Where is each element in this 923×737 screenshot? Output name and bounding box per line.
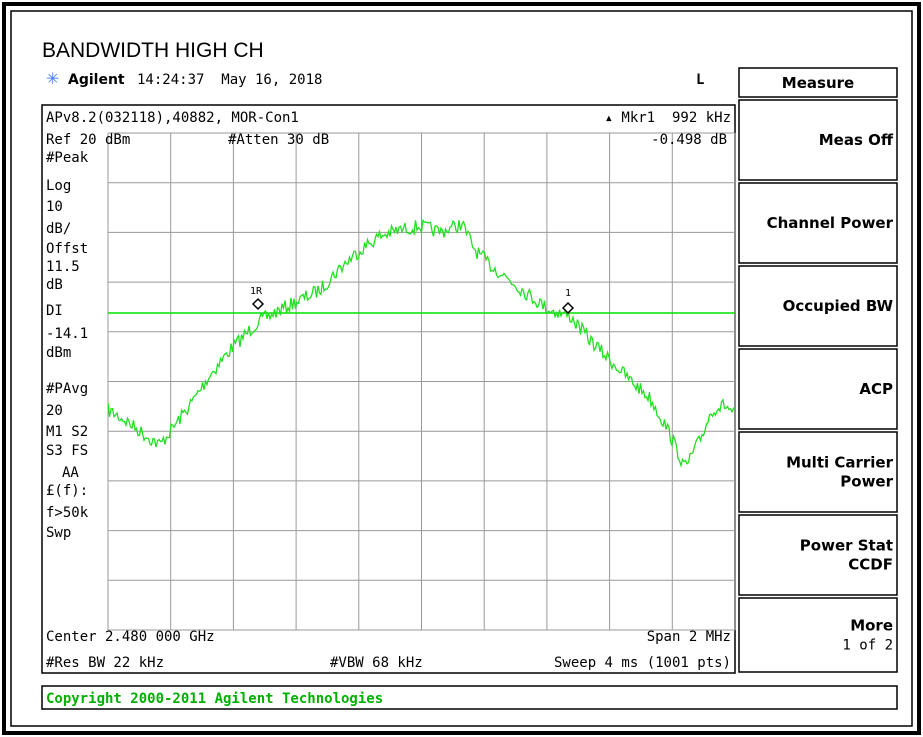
- res-bw: #Res BW 22 kHz: [46, 655, 164, 671]
- softkey-label: Channel Power: [767, 214, 894, 232]
- softkey-frame: [738, 265, 898, 347]
- marker-readout: ▴ Mkr1 992 kHz: [605, 110, 731, 126]
- softkey-label: ACP: [859, 380, 893, 398]
- annotation-label: S3 FS: [46, 443, 88, 459]
- timestamp: 14:24:37 May 16, 2018: [137, 72, 322, 88]
- span: Span 2 MHz: [647, 629, 731, 645]
- annotation-label: Log: [46, 178, 71, 194]
- softkey-frame: [738, 514, 898, 596]
- sweep: Sweep 4 ms (1001 pts): [554, 655, 731, 671]
- softkey-label: Occupied BW: [783, 297, 894, 315]
- logo-icon: ✳: [46, 69, 59, 88]
- softkey-frame: [738, 182, 898, 264]
- menu-title-box: [738, 67, 898, 98]
- vbw: #VBW 68 kHz: [330, 655, 423, 671]
- softkey-frame: [738, 597, 898, 673]
- display-frame: [41, 104, 736, 674]
- softkey-label: Meas Off: [819, 131, 894, 149]
- softkey-frame: [738, 431, 898, 513]
- copyright: Copyright 2000-2011 Agilent Technologies: [46, 691, 383, 707]
- annotation-label: dB/: [46, 221, 71, 237]
- softkey-frame: [738, 99, 898, 181]
- reference-level: Ref 20 dBm: [46, 132, 130, 148]
- annotation-label: DI: [46, 303, 63, 319]
- softkey-label: 1 of 2: [842, 638, 893, 654]
- annotation-label: -14.1: [46, 326, 88, 342]
- annotation-label: Offst: [46, 241, 88, 257]
- softkey-label: CCDF: [848, 556, 893, 574]
- annotation-label: AA: [62, 465, 79, 481]
- softkey-frame: [738, 348, 898, 430]
- annotation-label: Swp: [46, 525, 71, 541]
- title: BANDWIDTH HIGH CH: [42, 39, 264, 62]
- status-bar: [41, 685, 898, 710]
- annotation-label: 11.5: [46, 259, 80, 275]
- attenuation: #Atten 30 dB: [228, 132, 329, 148]
- annotation-label: 20: [46, 403, 63, 419]
- annotation-label: f>50k: [46, 505, 89, 521]
- softkey-label: More: [850, 617, 893, 635]
- softkey-label: Multi Carrier: [786, 454, 894, 472]
- annotation-label: #PAvg: [46, 381, 88, 397]
- menu-title: Measure: [782, 74, 854, 92]
- marker-1r: [251, 297, 265, 311]
- inner-border: [10, 10, 913, 727]
- marker-value: -0.498 dB: [651, 132, 727, 148]
- annotation-label: dBm: [46, 345, 71, 361]
- marker-label: 1: [565, 288, 571, 299]
- graticule: [107, 132, 736, 631]
- softkey-label: Power Stat: [800, 537, 893, 555]
- marker-1: [561, 301, 575, 315]
- center-frequency: Center 2.480 000 GHz: [46, 629, 215, 645]
- marker-label: 1R: [250, 286, 263, 297]
- mode: L: [696, 72, 704, 88]
- annotation-label: M1 S2: [46, 424, 88, 440]
- softkey[interactable]: Occupied BW: [738, 265, 898, 347]
- softkey[interactable]: More 1 of 2: [738, 597, 898, 673]
- softkey[interactable]: Meas Off: [738, 99, 898, 181]
- softkey[interactable]: Channel Power: [738, 182, 898, 264]
- softkey-label: Power: [840, 473, 893, 491]
- annotation-label: £(f):: [46, 483, 88, 499]
- annotation-label: 10: [46, 199, 63, 215]
- annotation-label: #Peak: [46, 150, 89, 166]
- annotation-label: dB: [46, 277, 63, 293]
- softkey[interactable]: ACP: [738, 348, 898, 430]
- status-line: APv8.2(032118),40882, MOR-Con1: [46, 110, 299, 126]
- trace: [107, 218, 736, 468]
- brand: Agilent: [68, 72, 125, 88]
